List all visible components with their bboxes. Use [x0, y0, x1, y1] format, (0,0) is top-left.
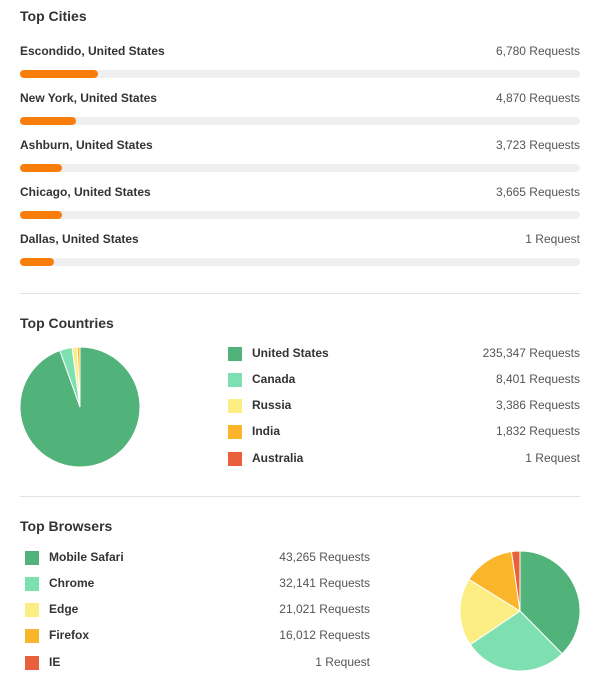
city-bar-fill: [20, 70, 99, 78]
browser-legend-item: IE 1 Request: [25, 655, 370, 671]
country-legend-item: United States 235,347 Requests: [228, 346, 580, 362]
city-bar-fill: [20, 211, 62, 219]
legend-swatch: [25, 551, 39, 565]
country-name: Russia: [252, 398, 292, 412]
legend-swatch: [228, 347, 242, 361]
city-requests: 3,723 Requests: [495, 138, 580, 152]
browser-legend-item: Edge 21,021 Requests: [25, 602, 370, 618]
country-legend-item: India 1,832 Requests: [228, 424, 580, 440]
city-name: New York, United States: [20, 91, 157, 105]
country-legend-item: Australia 1 Request: [228, 451, 580, 467]
city-bar-track: [20, 258, 580, 266]
city-name: Dallas, United States: [20, 232, 139, 246]
country-requests: 1,832 Requests: [495, 424, 580, 438]
city-bar-track: [20, 70, 580, 78]
country-name: Australia: [252, 451, 304, 465]
country-requests: 8,401 Requests: [495, 372, 580, 386]
city-bar-fill: [20, 117, 76, 125]
browser-requests: 16,012 Requests: [279, 628, 370, 642]
browser-legend-item: Chrome 32,141 Requests: [25, 576, 370, 592]
browsers-pie-chart: [459, 550, 581, 672]
country-name: Canada: [252, 372, 296, 386]
country-name: United States: [252, 346, 329, 360]
country-requests: 1 Request: [525, 451, 580, 465]
city-name: Escondido, United States: [20, 44, 165, 58]
city-bar-fill: [20, 258, 54, 266]
legend-swatch: [228, 452, 242, 466]
city-bar-track: [20, 117, 580, 125]
browsers-pie-slice-1: [469, 610, 563, 672]
city-name: Ashburn, United States: [20, 138, 153, 152]
browser-requests: 32,141 Requests: [279, 576, 370, 590]
countries-pie-chart: [19, 346, 141, 468]
country-requests: 3,386 Requests: [495, 398, 580, 412]
browsers-pie-slice-2: [459, 578, 521, 646]
city-requests: 6,780 Requests: [495, 44, 580, 58]
legend-swatch: [25, 577, 39, 591]
browser-legend-item: Mobile Safari 43,265 Requests: [25, 550, 370, 566]
browser-requests: 43,265 Requests: [279, 550, 370, 564]
city-row: Ashburn, United States 3,723 Requests: [20, 138, 580, 172]
top-countries-title: Top Countries: [20, 315, 114, 331]
city-bar-track: [20, 164, 580, 172]
browser-requests: 21,021 Requests: [279, 602, 370, 616]
top-cities-title: Top Cities: [20, 8, 87, 24]
city-bar-fill: [20, 164, 62, 172]
country-name: India: [252, 424, 281, 438]
city-row: Dallas, United States 1 Request: [20, 232, 580, 266]
browser-name: Firefox: [49, 628, 90, 642]
city-requests: 1 Request: [525, 232, 580, 246]
top-browsers-title: Top Browsers: [20, 518, 113, 534]
city-row: Chicago, United States 3,665 Requests: [20, 185, 580, 219]
browser-name: IE: [49, 655, 61, 669]
city-requests: 4,870 Requests: [495, 91, 580, 105]
city-name: Chicago, United States: [20, 185, 151, 199]
city-bar-track: [20, 211, 580, 219]
legend-swatch: [228, 399, 242, 413]
section-divider: [20, 293, 580, 294]
browsers-pie-slice-0: [519, 550, 581, 655]
browsers-pie-slice-4: [510, 550, 521, 612]
country-legend-item: Canada 8,401 Requests: [228, 372, 580, 388]
city-requests: 3,665 Requests: [495, 185, 580, 199]
legend-swatch: [25, 629, 39, 643]
city-row: Escondido, United States 6,780 Requests: [20, 44, 580, 78]
legend-swatch: [25, 656, 39, 670]
browser-legend-item: Firefox 16,012 Requests: [25, 628, 370, 644]
legend-swatch: [228, 425, 242, 439]
browser-name: Chrome: [49, 576, 95, 590]
city-row: New York, United States 4,870 Requests: [20, 91, 580, 125]
legend-swatch: [228, 373, 242, 387]
country-requests: 235,347 Requests: [482, 346, 580, 360]
browser-name: Mobile Safari: [49, 550, 124, 564]
browser-requests: 1 Request: [315, 655, 370, 669]
country-legend-item: Russia 3,386 Requests: [228, 398, 580, 414]
browser-name: Edge: [49, 602, 79, 616]
section-divider: [20, 496, 580, 497]
legend-swatch: [25, 603, 39, 617]
browsers-pie-slice-3: [468, 551, 521, 612]
